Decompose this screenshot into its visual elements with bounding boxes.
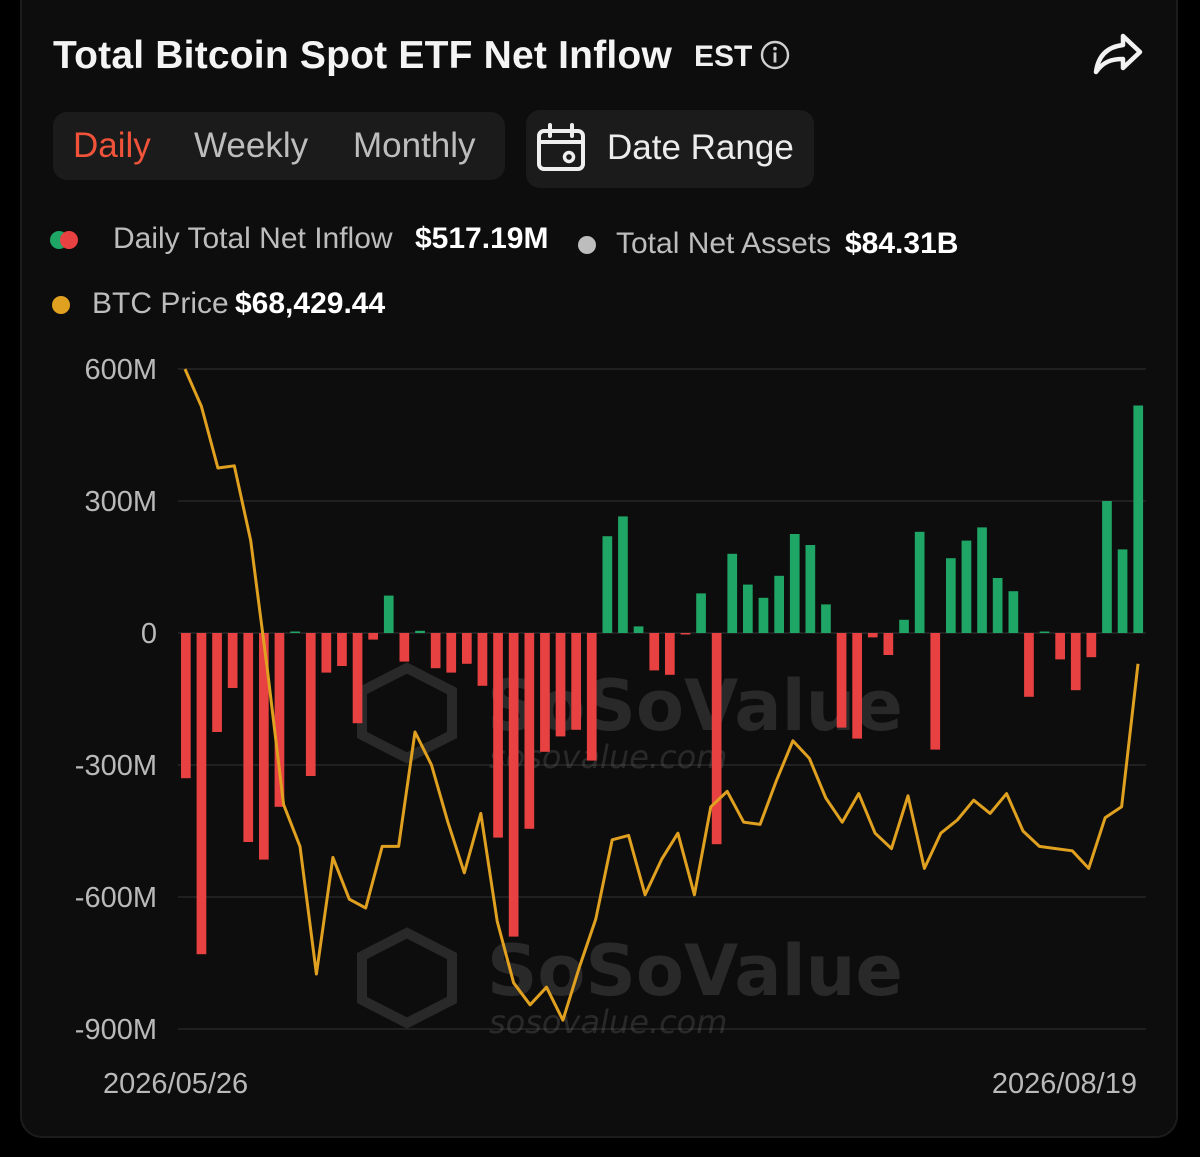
inflow-bar[interactable]: [493, 633, 503, 838]
inflow-bars: [181, 405, 1144, 955]
inflow-bar[interactable]: [1133, 405, 1144, 634]
inflow-bar[interactable]: [1086, 633, 1097, 658]
share-icon[interactable]: [1092, 30, 1144, 78]
inflow-bar[interactable]: [555, 633, 566, 737]
inflow-bar[interactable]: [337, 633, 347, 666]
y-axis-ticks: 600M 300M 0 -300M -600M -900M: [75, 354, 157, 1046]
page-title: Total Bitcoin Spot ETF Net Inflow: [53, 34, 672, 77]
inflow-bar[interactable]: [602, 536, 613, 633]
inflow-bar[interactable]: [680, 633, 691, 635]
net-assets-dot: [578, 236, 596, 254]
inflow-bar[interactable]: [633, 626, 644, 633]
inflow-bar[interactable]: [383, 595, 394, 633]
inflow-bar[interactable]: [618, 516, 628, 633]
y-tick-label: 600M: [84, 354, 157, 386]
inflow-bar[interactable]: [415, 630, 425, 633]
inflow-bar[interactable]: [368, 633, 378, 640]
inflow-bar[interactable]: [352, 633, 363, 724]
inflow-bar[interactable]: [836, 633, 847, 728]
btc-price-dot: [52, 296, 70, 314]
inflow-bar[interactable]: [711, 633, 722, 845]
y-tick-label: -300M: [75, 750, 157, 782]
date-range-button[interactable]: Date Range: [526, 110, 814, 188]
inflow-bar[interactable]: [852, 633, 862, 739]
inflow-bar[interactable]: [571, 633, 581, 730]
inflow-bar[interactable]: [930, 633, 941, 750]
inflow-bar[interactable]: [774, 575, 784, 633]
info-icon[interactable]: [760, 40, 790, 70]
tab-daily[interactable]: Daily: [73, 126, 151, 165]
inflow-bar[interactable]: [696, 593, 706, 633]
date-range-label: Date Range: [607, 128, 794, 167]
inflow-bar[interactable]: [883, 633, 894, 655]
tab-weekly[interactable]: Weekly: [194, 126, 309, 165]
inflow-bar[interactable]: [540, 633, 550, 752]
inflow-bar[interactable]: [992, 578, 1003, 633]
inflow-bar[interactable]: [743, 584, 753, 633]
inflow-bar[interactable]: [1102, 501, 1112, 633]
x-end-label: 2026/08/19: [992, 1068, 1137, 1100]
interval-tabs: Daily Weekly Monthly: [53, 112, 505, 180]
inflow-bar[interactable]: [914, 531, 925, 633]
inflow-bar[interactable]: [805, 545, 816, 633]
inflow-bar[interactable]: [899, 619, 909, 633]
inflow-bar[interactable]: [259, 633, 269, 860]
tab-monthly[interactable]: Monthly: [353, 126, 476, 165]
inflow-bar[interactable]: [977, 527, 987, 633]
inflow-bar[interactable]: [946, 558, 956, 633]
inflow-bar[interactable]: [1070, 633, 1081, 691]
inflow-bar[interactable]: [789, 534, 800, 633]
btc-price-line: [183, 368, 1140, 1022]
inflow-bar[interactable]: [243, 633, 254, 842]
inflow-bar[interactable]: [649, 633, 660, 671]
inflow-bar[interactable]: [196, 633, 207, 955]
inflow-bar[interactable]: [1024, 633, 1034, 697]
timezone-label: EST: [694, 40, 753, 73]
inflow-bar[interactable]: [867, 633, 878, 638]
x-start-label: 2026/05/26: [103, 1068, 248, 1100]
inflow-bar[interactable]: [399, 633, 410, 662]
inflow-bar[interactable]: [586, 633, 597, 761]
inflow-bar[interactable]: [212, 633, 222, 732]
inflow-bar[interactable]: [727, 553, 738, 633]
inflow-bar[interactable]: [1055, 633, 1065, 660]
y-tick-label: 300M: [84, 486, 157, 518]
y-tick-label: -600M: [75, 882, 157, 914]
inflow-bar[interactable]: [1117, 549, 1128, 633]
calendar-icon: [537, 123, 585, 171]
inflow-bar[interactable]: [462, 633, 472, 664]
y-tick-label: -900M: [75, 1014, 157, 1046]
inflow-bar[interactable]: [508, 633, 519, 937]
inflow-bar[interactable]: [961, 540, 972, 633]
inflow-bar[interactable]: [446, 633, 457, 673]
inflow-bar[interactable]: [1039, 631, 1050, 634]
legend-net-assets-label: Total Net Assets: [616, 227, 832, 260]
inflow-bar[interactable]: [181, 633, 191, 779]
inflow-red-dot: [60, 231, 78, 249]
inflow-bar[interactable]: [430, 633, 441, 669]
inflow-bar[interactable]: [321, 633, 332, 673]
legend-net-assets-value: $84.31B: [845, 227, 959, 260]
y-tick-label: 0: [141, 618, 157, 650]
watermark-url: sosovalue.com: [489, 1003, 727, 1041]
inflow-bar[interactable]: [290, 631, 300, 634]
inflow-bar[interactable]: [274, 633, 285, 807]
legend-daily-inflow-value: $517.19M: [415, 222, 549, 255]
legend-btc-price-label: BTC Price: [92, 287, 229, 320]
inflow-bar[interactable]: [665, 633, 675, 675]
inflow-bar[interactable]: [305, 633, 316, 776]
legend-daily-inflow-label: Daily Total Net Inflow: [113, 222, 393, 255]
inflow-bar[interactable]: [758, 597, 769, 633]
inflow-bar[interactable]: [227, 633, 238, 688]
inflow-bar[interactable]: [1008, 591, 1019, 633]
inflow-bar[interactable]: [821, 604, 831, 633]
inflow-bar[interactable]: [524, 633, 535, 829]
legend-btc-price-value: $68,429.44: [235, 287, 386, 320]
inflow-bar[interactable]: [477, 633, 488, 686]
btc-price-polyline[interactable]: [183, 368, 1140, 1022]
watermark-brand: SoSoValue: [487, 930, 903, 1012]
